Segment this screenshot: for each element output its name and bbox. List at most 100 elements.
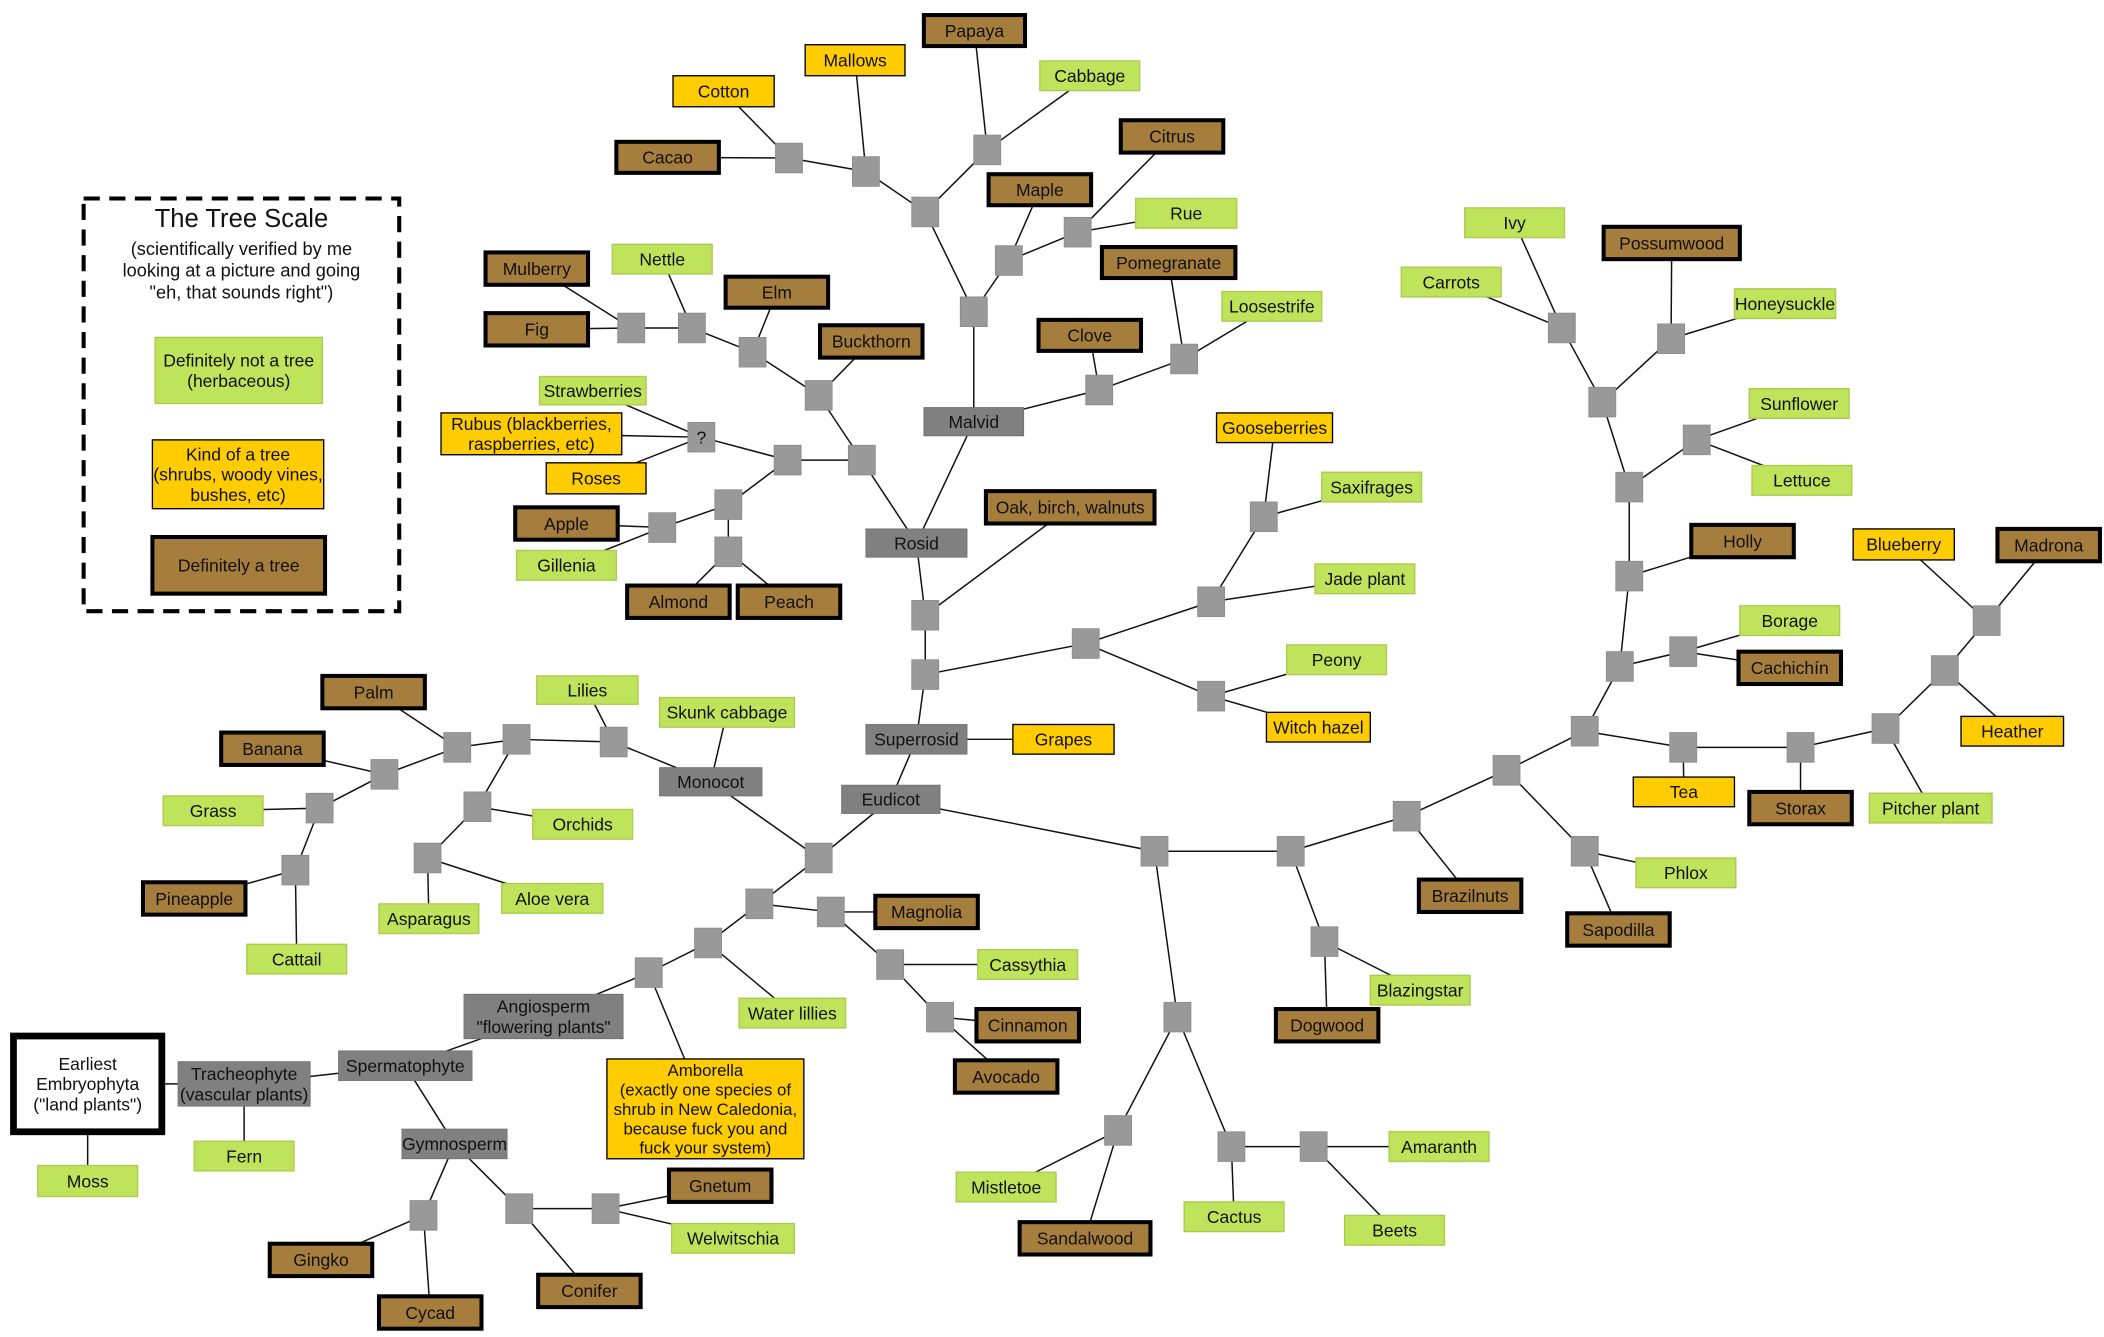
junction-node [1299,1131,1328,1162]
herbaceous-box [1635,857,1737,889]
herbaceous-box [162,795,264,827]
node-buckthorn: Buckthorn [817,323,925,360]
node-cachichin: Cachichín [1736,649,1844,687]
tree-box [376,1294,484,1331]
node-holly: Holly [1689,522,1796,560]
node-gillenia: Gillenia [515,549,618,581]
node-label: Cattail [272,949,322,969]
junction-node [1217,1131,1246,1162]
unknown-junction-node: ? [696,428,706,448]
node-gymnosperm: Gymnosperm [401,1128,508,1160]
node-label: Spermatophyte [346,1056,465,1076]
junction-node [443,732,472,763]
herbaceous-box [1343,1214,1446,1246]
junction-node [694,927,722,959]
herbaceous-box [658,696,796,728]
legend-swatch [151,439,325,510]
node-blazingstar: Blazingstar [1369,974,1471,1006]
tree-box [723,274,831,310]
node-label: Saxifrages [1330,477,1413,497]
junction-node [634,957,663,988]
junction-node [973,134,1002,166]
shrub-box [440,412,623,456]
herbaceous-box [1134,197,1238,229]
herbaceous-box [1868,792,1993,824]
node-label: Cacao [642,148,693,168]
node-label: Cassythia [989,955,1066,975]
node-label: Moss [67,1171,109,1191]
node-label: Pitcher plant [1882,798,1979,818]
tree-box [483,250,591,287]
node-label: Cotton [698,82,750,102]
junction-node [1669,732,1698,763]
node-beets: Beets [1343,1214,1446,1246]
clade-box [338,1050,473,1081]
junction-node [876,949,905,980]
node-dogwood: Dogwood [1273,1007,1381,1044]
node-papaya: Papaya [921,13,1028,49]
node-storax: Storax [1747,789,1854,827]
tree-box [1565,911,1672,948]
node-pineapple: Pineapple [140,880,248,917]
shrub-box [1265,711,1371,743]
junction-node [1588,386,1617,418]
tree-box [1601,224,1742,262]
tree-box [986,172,1094,208]
node-citrus: Citrus [1118,118,1226,155]
junction-node [1570,836,1599,867]
herbaceous-box [1388,1131,1490,1163]
node-label: Ivy [1503,213,1526,233]
legend-item-label: Kind of a tree (shrubs, woody vines, bushe… [153,444,322,504]
node-rosid: Rosid [865,528,968,558]
herbaceous-box [955,1171,1057,1203]
junction-node [1140,836,1169,867]
node-label: Holly [1723,531,1762,551]
node-gingko: Gingko [267,1241,375,1279]
node-avocado: Avocado [952,1058,1060,1095]
legend-frame [81,196,402,614]
clade-box [841,784,941,814]
node-amborella: Amborella (exactly one species of shrub in… [606,1058,805,1160]
node-rubus: Rubus (blackberries, raspberries, etc) [440,412,623,456]
node-asparagus: Asparagus [378,903,480,935]
node-jade: Jade plant [1314,563,1416,595]
herbaceous-box [37,1164,139,1198]
clade-box [865,528,968,558]
node-angiosperm: Angiosperm "flowering plants" [463,993,624,1040]
node-spermatophyte: Spermatophyte [338,1050,473,1081]
node-mallows: Mallows [804,44,906,77]
herbaceous-box [1751,464,1853,496]
node-sapodilla: Sapodilla [1565,911,1672,948]
node-label: Sunflower [1760,394,1838,414]
node-label: Banana [242,739,303,759]
junction-node [1392,800,1421,832]
edge-j_mal1-mallows [854,60,867,172]
node-label: Witch hazel [1273,717,1364,737]
node-label: Rue [1170,204,1202,224]
junction-node [926,1001,954,1033]
node-almond: Almond [625,583,732,620]
tree-box [1017,1220,1153,1257]
herbaceous-box [1748,387,1850,419]
tree-box [921,13,1028,49]
edge-j_mal2-j_mal3 [924,211,975,313]
edge-j_as3-j_as4 [1406,769,1507,817]
herbaceous-box [1039,60,1141,92]
junction-node [1615,560,1644,592]
node-carrots: Carrots [1400,266,1502,298]
node-palm: Palm [320,673,427,711]
junction-node [1570,715,1599,747]
node-cinnamon: Cinnamon [974,1007,1081,1044]
legend-swatch [150,534,328,596]
legend-title: The Tree Scale [155,205,329,233]
edge-j_saxi-j_peony [1085,642,1212,697]
node-label: Monocot [677,772,744,792]
node-label: Heather [1981,722,2043,742]
node-sandalwood: Sandalwood [1017,1220,1153,1257]
herbaceous-box [1286,644,1388,676]
junction-node [738,336,767,368]
node-loosestrife: Loosestrife [1221,290,1323,322]
shrub-box [1632,776,1736,808]
node-moss: Moss [37,1164,139,1198]
clade-box [463,993,624,1040]
